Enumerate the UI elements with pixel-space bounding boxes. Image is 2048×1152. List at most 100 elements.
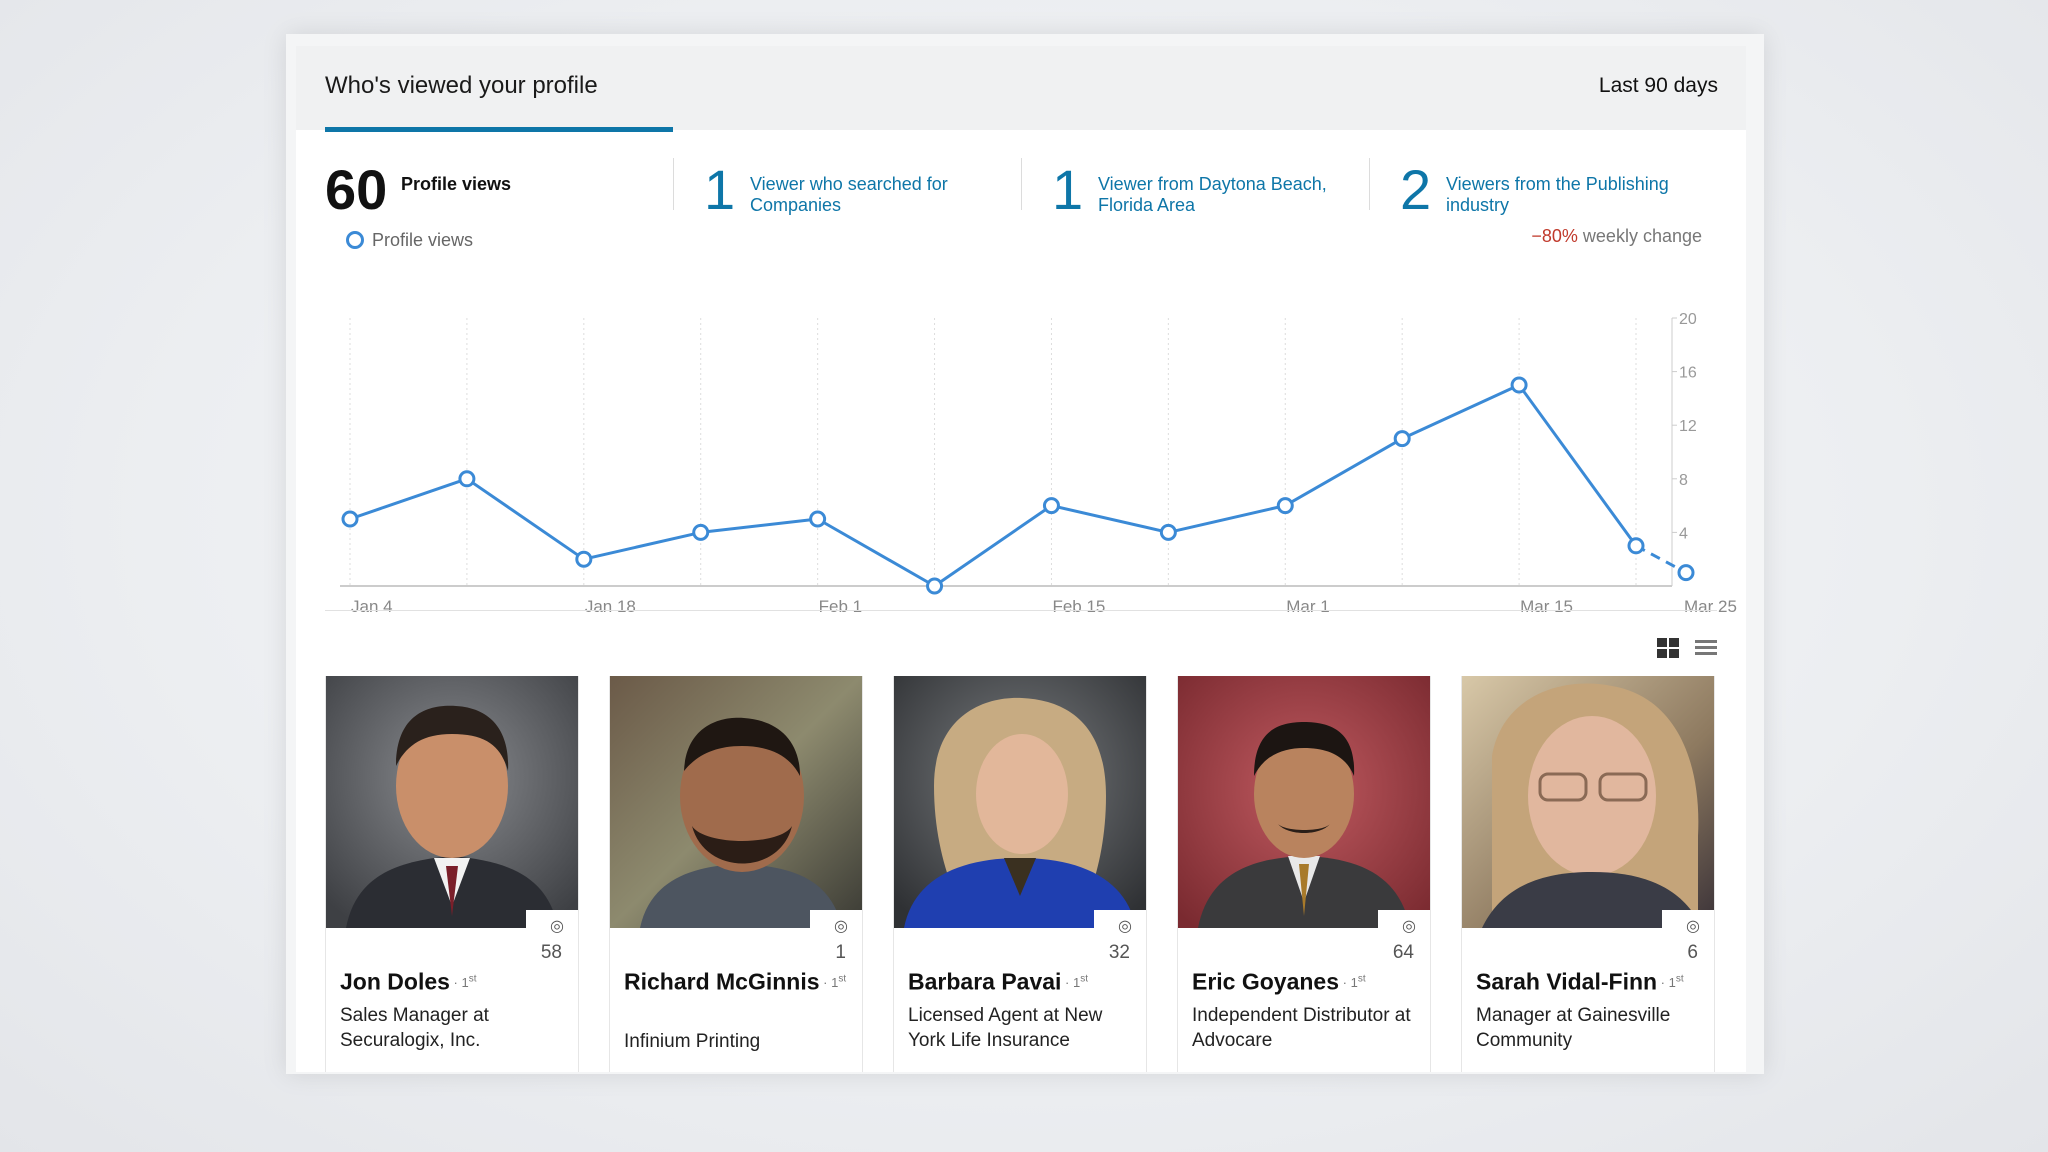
viewer-card[interactable]: ◎ 6 Sarah Vidal-Finn · 1st Manager at Ga… [1461, 676, 1715, 1072]
view-count: 58 [540, 942, 562, 963]
view-count: 32 [1108, 942, 1130, 963]
data-point [1510, 376, 1528, 394]
view-count: 1 [835, 942, 846, 963]
data-point [1393, 430, 1411, 448]
linked-rings-icon: ◎ [1118, 918, 1132, 935]
seen-tab [1378, 910, 1430, 928]
legend-label: Profile views [372, 230, 474, 250]
avatar[interactable] [326, 676, 578, 928]
active-tab-indicator [325, 127, 673, 132]
stat-profile-views[interactable]: 60 Profile views [325, 158, 625, 258]
series-segment [1401, 383, 1520, 440]
stat-link[interactable]: Viewer from Daytona Beach, Florida Area [1098, 174, 1327, 215]
date-range-selector[interactable]: Last 90 days [1598, 74, 1718, 97]
viewer-card[interactable]: ◎ 58 Jon Doles · 1st Sales Manager at Se… [325, 676, 579, 1072]
y-tick-label: 12 [1679, 418, 1697, 435]
data-point [1276, 497, 1294, 515]
chart-legend: Profile views [346, 230, 473, 251]
y-tick-label: 4 [1679, 525, 1688, 542]
stat-count: 1 [1052, 158, 1084, 221]
grid-view-icon[interactable] [1656, 637, 1680, 659]
viewer-title: Licensed Agent at New York Life Insuranc… [908, 1005, 1103, 1051]
x-tick-label: Mar 15 [1520, 597, 1573, 616]
linked-rings-icon: ◎ [834, 918, 848, 935]
viewer-title: Infinium Printing [624, 1031, 761, 1052]
viewer-name[interactable]: Eric Goyanes · 1st [1192, 966, 1422, 996]
linked-rings-icon: ◎ [550, 918, 564, 935]
seen-tab [526, 910, 578, 928]
viewer-name-text[interactable]: Richard McGinnis [624, 968, 820, 995]
data-point [458, 470, 476, 488]
series-segment [349, 477, 468, 521]
y-tick-label: 16 [1679, 365, 1697, 382]
stat-count: 2 [1400, 158, 1432, 221]
series-segment [1168, 504, 1286, 534]
stat-searched-companies[interactable]: 1 Viewer who searched for Companies [704, 158, 1014, 258]
viewer-card[interactable]: ◎ 1 Richard McGinnis · 1st Infinium Prin… [609, 676, 863, 1072]
stat-divider [673, 158, 674, 210]
x-tick-label: Feb 15 [1052, 597, 1105, 616]
series-segment [700, 517, 818, 534]
view-count: 64 [1392, 942, 1414, 963]
seen-tab [810, 910, 862, 928]
legend-marker [346, 231, 364, 249]
data-point [926, 577, 944, 595]
series-segment [1051, 504, 1169, 534]
series-segment [1284, 437, 1403, 507]
viewer-name[interactable]: Jon Doles · 1st [340, 966, 570, 996]
viewer-title: Independent Distributor at Advocare [1192, 1005, 1411, 1051]
data-point [692, 523, 710, 541]
profile-views-label: Profile views [401, 174, 512, 194]
viewer-name-text[interactable]: Barbara Pavai [908, 968, 1062, 995]
data-point [341, 510, 359, 528]
y-tick-label: 8 [1679, 472, 1688, 489]
series-segment [583, 530, 702, 561]
profile-views-count: 60 [325, 158, 388, 221]
viewer-name-text[interactable]: Eric Goyanes [1192, 968, 1340, 995]
connection-degree: · 1st [1657, 974, 1684, 991]
stat-divider [1369, 158, 1370, 210]
linked-rings-icon: ◎ [1686, 918, 1700, 935]
viewer-card[interactable]: ◎ 32 Barbara Pavai · 1st Licensed Agent … [893, 676, 1147, 1072]
stat-link[interactable]: Viewer who searched for Companies [750, 174, 948, 215]
viewer-name-text[interactable]: Jon Doles [340, 968, 450, 995]
data-point [1627, 537, 1645, 555]
avatar[interactable] [1462, 676, 1714, 928]
stat-divider [1021, 158, 1022, 210]
viewer-name[interactable]: Richard McGinnis · 1st [624, 966, 854, 996]
seen-tab [1662, 910, 1714, 928]
stat-link[interactable]: Viewers from the Publishing industry [1446, 174, 1669, 215]
x-tick-label: Jan 18 [585, 597, 636, 616]
stat-daytona-beach[interactable]: 1 Viewer from Daytona Beach, Florida Are… [1052, 158, 1362, 258]
view-count: 6 [1687, 942, 1698, 963]
connection-degree: · 1st [1339, 974, 1366, 991]
seen-tab [1094, 910, 1146, 928]
viewer-name-text[interactable]: Sarah Vidal-Finn [1476, 968, 1658, 995]
who-viewed-card: Who's viewed your profile Last 90 days 6… [296, 46, 1746, 1072]
viewer-name[interactable]: Sarah Vidal-Finn · 1st [1476, 966, 1706, 996]
stat-publishing-industry[interactable]: 2 Viewers from the Publishing industry [1400, 158, 1720, 258]
avatar[interactable] [610, 676, 862, 928]
page-title: Who's viewed your profile [325, 72, 598, 99]
data-point [809, 510, 827, 528]
viewer-title: Sales Manager at Securalogix, Inc. [340, 1005, 489, 1051]
series-segment-dashed [1635, 544, 1687, 574]
data-point [575, 550, 593, 568]
section-divider [325, 610, 1717, 611]
x-tick-label: Mar 1 [1286, 597, 1329, 616]
data-point [1677, 564, 1695, 582]
linked-rings-icon: ◎ [1402, 918, 1416, 935]
connection-degree: · 1st [819, 974, 847, 991]
viewer-card[interactable]: ◎ 64 Eric Goyanes · 1st Independent Dist… [1177, 676, 1431, 1072]
avatar[interactable] [1178, 676, 1430, 928]
card-header: Who's viewed your profile Last 90 days [296, 46, 1746, 130]
profile-views-chart: 4 8 12 16 20 Jan 4 Jan 18 Feb 1 Feb 15 Mar 1 Mar 1… [340, 311, 1737, 616]
data-point [1042, 497, 1060, 515]
weekly-change-label: weekly change [1582, 226, 1702, 246]
stat-count: 1 [704, 158, 736, 221]
viewer-name[interactable]: Barbara Pavai · 1st [908, 966, 1138, 996]
avatar[interactable] [894, 676, 1146, 928]
series-segment [466, 477, 585, 561]
list-view-icon[interactable] [1694, 637, 1718, 659]
weekly-change-value: −80% [1531, 226, 1578, 246]
